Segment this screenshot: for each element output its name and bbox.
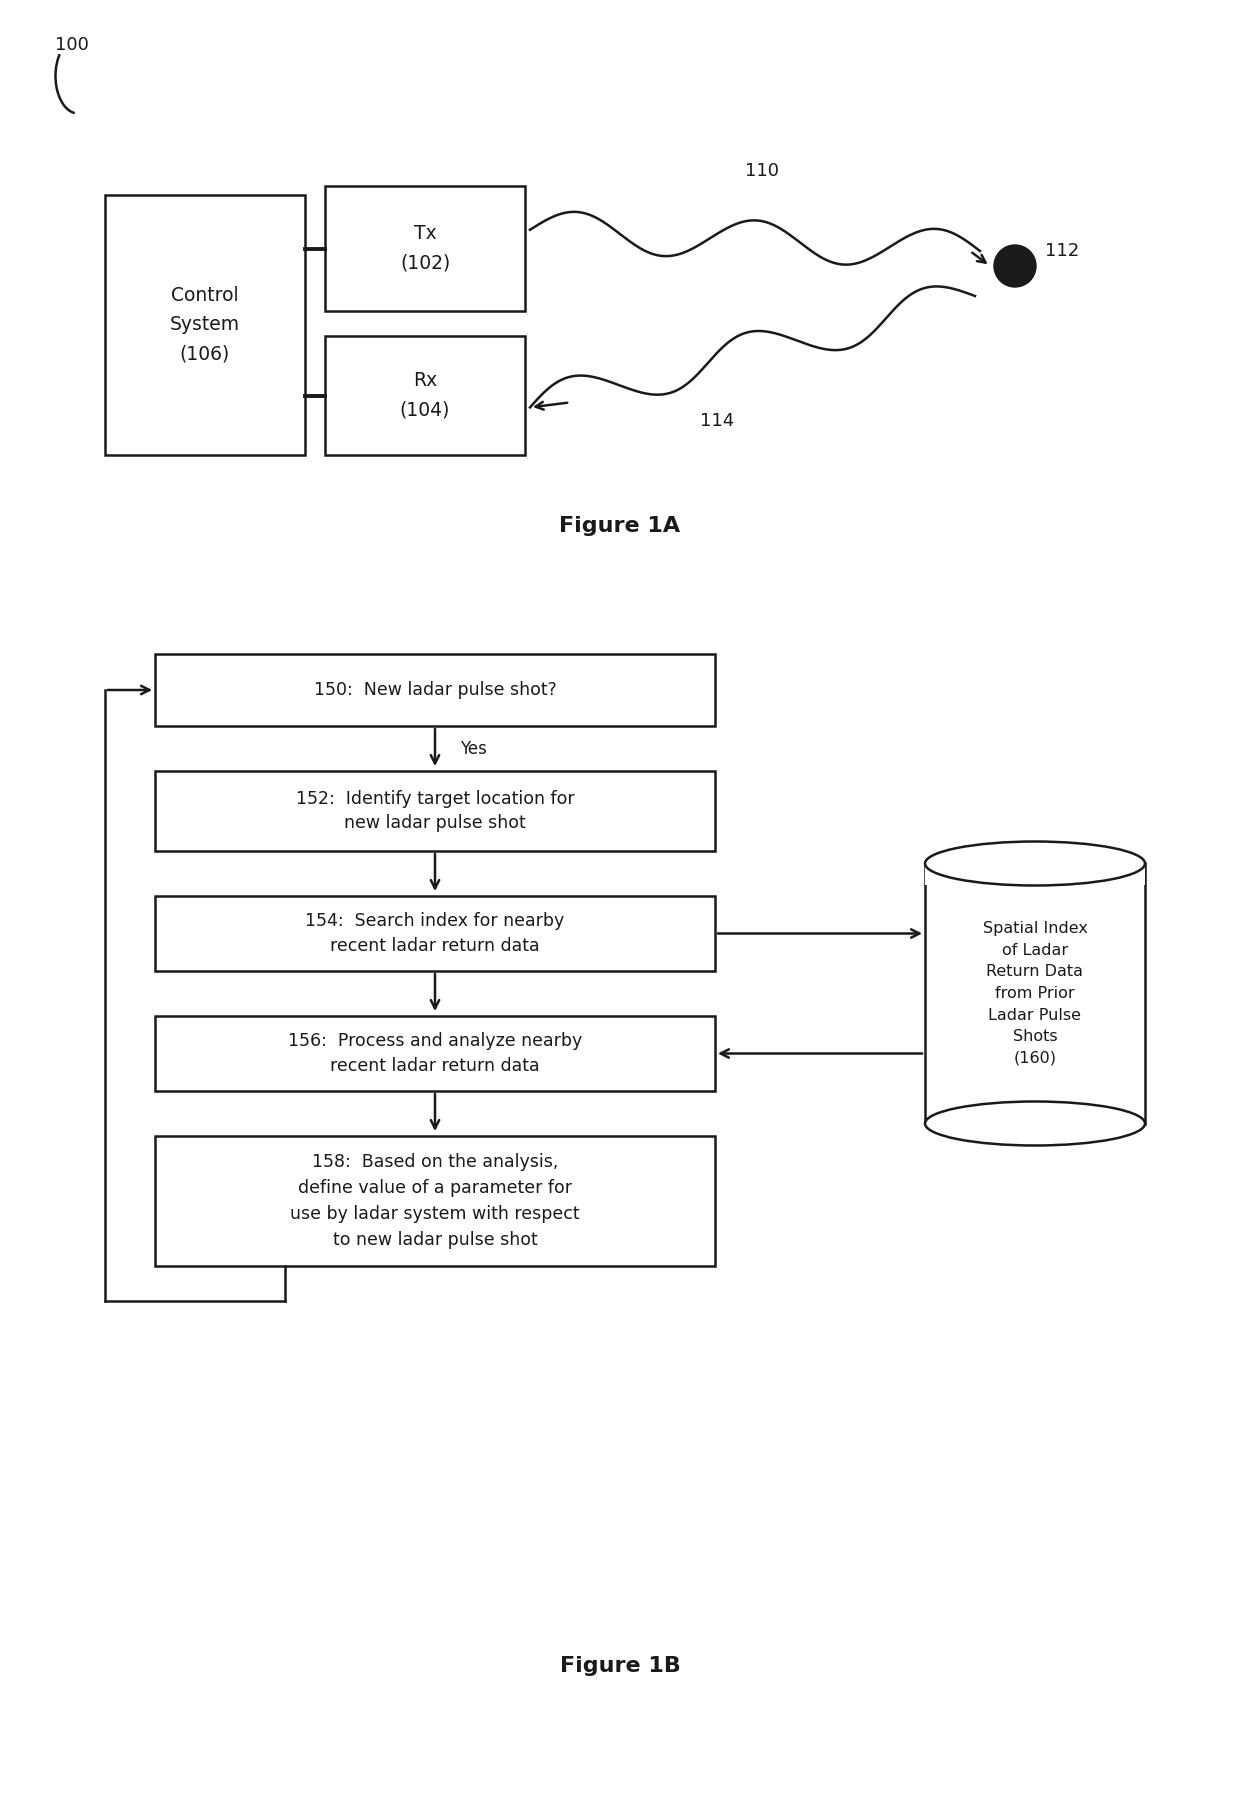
Circle shape xyxy=(994,244,1035,286)
Text: 100: 100 xyxy=(55,36,89,54)
FancyBboxPatch shape xyxy=(925,864,1145,1123)
Text: Tx
(102): Tx (102) xyxy=(399,225,450,273)
Text: Figure 1B: Figure 1B xyxy=(559,1655,681,1675)
Text: Rx
(104): Rx (104) xyxy=(399,371,450,420)
Text: 154:  Search index for nearby
recent ladar return data: 154: Search index for nearby recent lada… xyxy=(305,913,564,954)
Text: 114: 114 xyxy=(701,411,734,429)
Text: Figure 1A: Figure 1A xyxy=(559,516,681,536)
Text: 158:  Based on the analysis,
define value of a parameter for
use by ladar system: 158: Based on the analysis, define value… xyxy=(290,1154,580,1248)
Text: Control
System
(106): Control System (106) xyxy=(170,286,241,364)
FancyBboxPatch shape xyxy=(155,896,715,971)
FancyBboxPatch shape xyxy=(155,1135,715,1266)
Text: Yes: Yes xyxy=(460,739,487,757)
Text: 150:  New ladar pulse shot?: 150: New ladar pulse shot? xyxy=(314,681,557,699)
Text: 152:  Identify target location for
new ladar pulse shot: 152: Identify target location for new la… xyxy=(295,790,574,833)
FancyBboxPatch shape xyxy=(155,771,715,851)
Text: 112: 112 xyxy=(1045,243,1079,261)
FancyBboxPatch shape xyxy=(105,196,305,455)
FancyBboxPatch shape xyxy=(155,654,715,726)
FancyBboxPatch shape xyxy=(325,337,525,455)
FancyBboxPatch shape xyxy=(925,864,1145,886)
Text: 156:  Process and analyze nearby
recent ladar return data: 156: Process and analyze nearby recent l… xyxy=(288,1032,582,1076)
Text: 110: 110 xyxy=(745,161,779,179)
FancyBboxPatch shape xyxy=(325,187,525,311)
Ellipse shape xyxy=(925,1101,1145,1146)
Text: Spatial Index
of Ladar
Return Data
from Prior
Ladar Pulse
Shots
(160): Spatial Index of Ladar Return Data from … xyxy=(982,922,1087,1067)
FancyBboxPatch shape xyxy=(155,1016,715,1090)
Ellipse shape xyxy=(925,842,1145,886)
